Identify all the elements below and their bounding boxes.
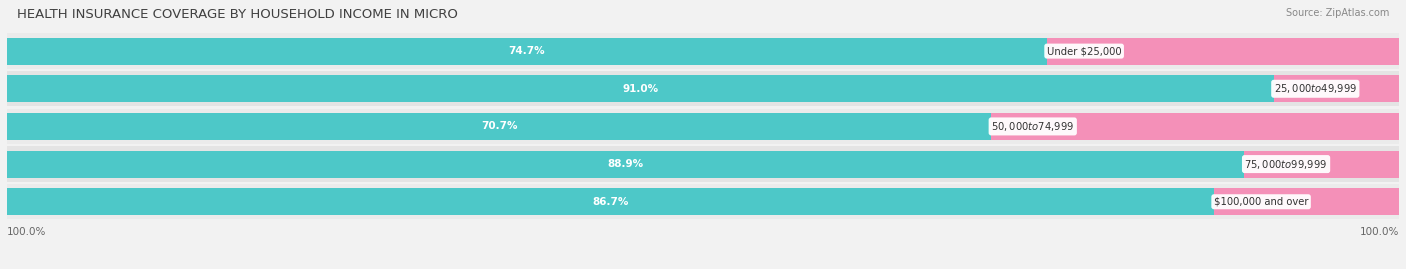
Text: $50,000 to $74,999: $50,000 to $74,999 — [991, 120, 1074, 133]
Bar — [7, 109, 1399, 144]
Bar — [7, 113, 991, 140]
Bar — [7, 71, 1399, 107]
Text: $100,000 and over: $100,000 and over — [1213, 197, 1309, 207]
Text: 100.0%: 100.0% — [1360, 227, 1399, 237]
Bar — [1244, 151, 1399, 178]
Bar — [991, 113, 1399, 140]
Text: Under $25,000: Under $25,000 — [1047, 46, 1122, 56]
Bar — [1274, 75, 1399, 102]
Text: 88.9%: 88.9% — [607, 159, 644, 169]
Text: 86.7%: 86.7% — [592, 197, 628, 207]
Bar — [7, 184, 1399, 220]
Bar — [7, 151, 1244, 178]
Bar — [1213, 188, 1399, 215]
Bar — [7, 75, 1274, 102]
Bar — [7, 188, 1213, 215]
Text: 91.0%: 91.0% — [623, 84, 658, 94]
Bar — [7, 33, 1399, 69]
Text: 100.0%: 100.0% — [7, 227, 46, 237]
Text: HEALTH INSURANCE COVERAGE BY HOUSEHOLD INCOME IN MICRO: HEALTH INSURANCE COVERAGE BY HOUSEHOLD I… — [17, 8, 458, 21]
Bar — [7, 146, 1399, 182]
Bar — [7, 38, 1047, 65]
Text: $25,000 to $49,999: $25,000 to $49,999 — [1274, 82, 1357, 95]
Text: 70.7%: 70.7% — [481, 121, 517, 132]
Text: $75,000 to $99,999: $75,000 to $99,999 — [1244, 158, 1327, 171]
Text: 74.7%: 74.7% — [509, 46, 546, 56]
Bar — [1047, 38, 1399, 65]
Text: Source: ZipAtlas.com: Source: ZipAtlas.com — [1285, 8, 1389, 18]
